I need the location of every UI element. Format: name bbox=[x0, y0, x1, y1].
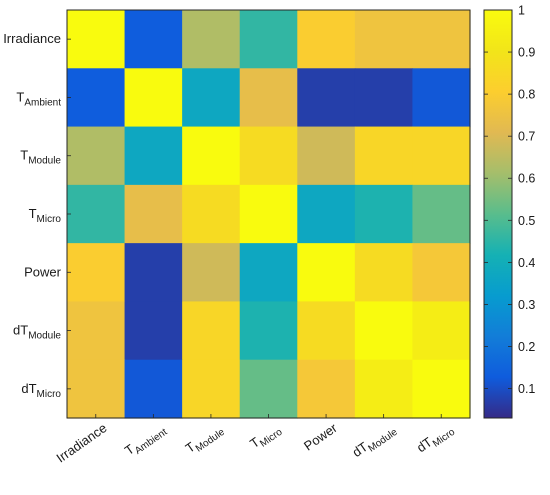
heatmap-cell bbox=[239, 126, 298, 186]
colorbar-tick-label: 0.1 bbox=[518, 382, 535, 396]
x-tick-labels: Irradiance TAmbient TModule TMicro Power dTMo… bbox=[54, 414, 458, 466]
heatmap-cell bbox=[354, 301, 414, 361]
heatmap-cells bbox=[67, 10, 471, 419]
colorbar-tick-label: 0.4 bbox=[518, 256, 535, 270]
x-tick-label: dTModule bbox=[349, 420, 400, 463]
colorbar-tick-label: 1 bbox=[518, 4, 525, 18]
heatmap-cell bbox=[67, 126, 126, 186]
x-tick-label: TMicro bbox=[247, 420, 285, 454]
y-tick-label: Power bbox=[24, 264, 62, 279]
heatmap-cell bbox=[67, 301, 126, 361]
heatmap-cell bbox=[297, 359, 356, 419]
x-tick-label: dTMicro bbox=[414, 420, 458, 459]
colorbar-tick-label: 0.9 bbox=[518, 46, 535, 60]
y-tick-label: TMicro bbox=[29, 206, 62, 225]
heatmap-cell bbox=[297, 68, 356, 128]
heatmap-cell bbox=[239, 243, 298, 303]
heatmap-cell bbox=[124, 301, 183, 361]
heatmap-cell bbox=[412, 10, 471, 69]
heatmap-cell bbox=[354, 184, 414, 244]
heatmap-cell bbox=[124, 10, 183, 69]
colorbar-gradient bbox=[484, 10, 512, 418]
heatmap-cell bbox=[412, 301, 471, 361]
x-tick-label: Irradiance bbox=[54, 420, 110, 465]
heatmap-cell bbox=[239, 184, 298, 244]
x-tick-label: Power bbox=[301, 420, 340, 454]
heatmap-cell bbox=[182, 68, 241, 128]
heatmap-cell bbox=[182, 126, 241, 186]
heatmap-cell bbox=[67, 184, 126, 244]
heatmap-cell bbox=[239, 301, 298, 361]
y-tick-label: Irradiance bbox=[3, 31, 61, 46]
heatmap-cell bbox=[67, 359, 126, 419]
heatmap-cell bbox=[124, 68, 183, 128]
heatmap-cell bbox=[412, 126, 471, 186]
heatmap-cell bbox=[239, 359, 298, 419]
colorbar-tick-label: 0.2 bbox=[518, 340, 535, 354]
heatmap-cell bbox=[67, 68, 126, 128]
colorbar-frame bbox=[483, 9, 513, 419]
heatmap-cell bbox=[182, 10, 241, 69]
heatmap-cell bbox=[297, 184, 356, 244]
heatmap-cell bbox=[354, 359, 414, 419]
colorbar: 0.1 0.2 0.3 0.4 0.5 0.6 0.7 0.8 0.9 1 bbox=[483, 4, 535, 419]
x-tick-label: TAmbient bbox=[122, 420, 170, 461]
heatmap-cell bbox=[297, 301, 356, 361]
heatmap-cell bbox=[354, 68, 414, 128]
colorbar-tick-label: 0.6 bbox=[518, 172, 535, 186]
heatmap-cell bbox=[412, 243, 471, 303]
heatmap-cell bbox=[124, 126, 183, 186]
colorbar-tick-label: 0.8 bbox=[518, 88, 535, 102]
heatmap-cell bbox=[412, 359, 471, 419]
colorbar-tick-label: 0.3 bbox=[518, 298, 535, 312]
heatmap-cell bbox=[239, 10, 298, 69]
heatmap-cell bbox=[182, 359, 241, 419]
heatmap-cell bbox=[412, 68, 471, 128]
y-tick-label: dTModule bbox=[13, 323, 61, 342]
colorbar-tick-label: 0.5 bbox=[518, 214, 535, 228]
heatmap-cell bbox=[124, 243, 183, 303]
heatmap-cell bbox=[354, 10, 414, 69]
heatmap-cell bbox=[297, 126, 356, 186]
heatmap-cell bbox=[182, 243, 241, 303]
heatmap-cell bbox=[354, 126, 414, 186]
heatmap-cell bbox=[182, 301, 241, 361]
heatmap-cell bbox=[67, 243, 126, 303]
heatmap-cell bbox=[239, 68, 298, 128]
y-tick-labels: Irradiance TAmbient TModule TMicro Power dTMo… bbox=[3, 31, 71, 400]
y-tick-label: dTMicro bbox=[21, 381, 61, 400]
heatmap-cell bbox=[182, 184, 241, 244]
heatmap-cell bbox=[297, 243, 356, 303]
x-tick-label: TModule bbox=[183, 420, 228, 459]
y-tick-label: TModule bbox=[20, 148, 61, 167]
heatmap-cell bbox=[124, 184, 183, 244]
colorbar-tick-label: 0.7 bbox=[518, 130, 535, 144]
heatmap-cell bbox=[67, 10, 126, 69]
heatmap-cell bbox=[297, 10, 356, 69]
heatmap-cell bbox=[124, 359, 183, 419]
heatmap-cell bbox=[354, 243, 414, 303]
y-tick-label: TAmbient bbox=[16, 89, 61, 108]
heatmap-cell bbox=[412, 184, 471, 244]
